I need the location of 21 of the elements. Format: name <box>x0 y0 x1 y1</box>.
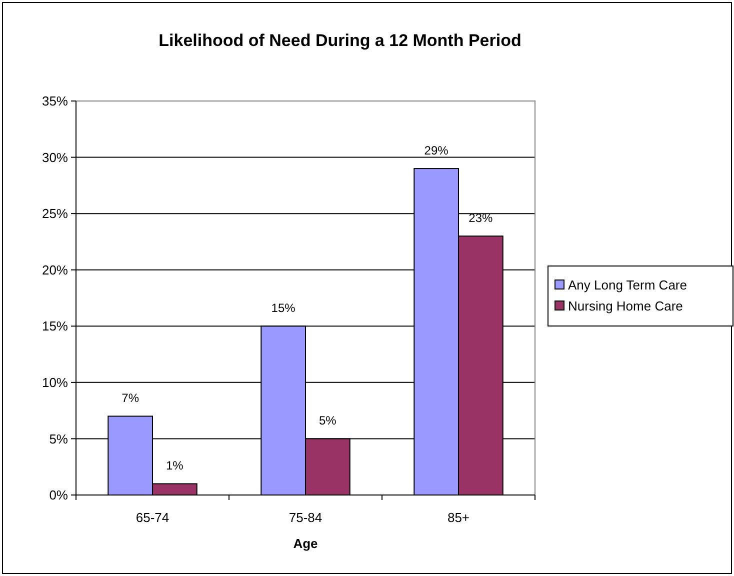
data-label: 29% <box>424 144 449 158</box>
legend-label: Any Long Term Care <box>568 278 687 293</box>
data-label: 7% <box>122 391 140 406</box>
x-tick-label: 75-84 <box>288 510 322 525</box>
y-tick-label: 35% <box>42 94 68 109</box>
data-label: 5% <box>319 414 337 428</box>
data-label: 15% <box>271 301 296 316</box>
chart-title: Likelihood of Need During a 12 Month Period <box>158 31 522 50</box>
y-tick-label: 0% <box>49 488 68 503</box>
data-label: 23% <box>468 211 494 226</box>
x-tick-label: 65-74 <box>136 510 170 525</box>
x-tick-label: 85+ <box>447 510 470 525</box>
legend-label: Nursing Home Care <box>568 298 683 314</box>
data-label: 1% <box>166 458 184 473</box>
y-tick-label: 5% <box>49 431 68 446</box>
y-tick-label: 30% <box>42 150 68 165</box>
y-tick-label: 10% <box>42 374 68 390</box>
y-tick-label: 20% <box>42 262 68 278</box>
x-axis-title: Age <box>293 536 318 551</box>
y-tick-label: 15% <box>42 318 68 334</box>
y-tick-label: 25% <box>42 206 68 222</box>
